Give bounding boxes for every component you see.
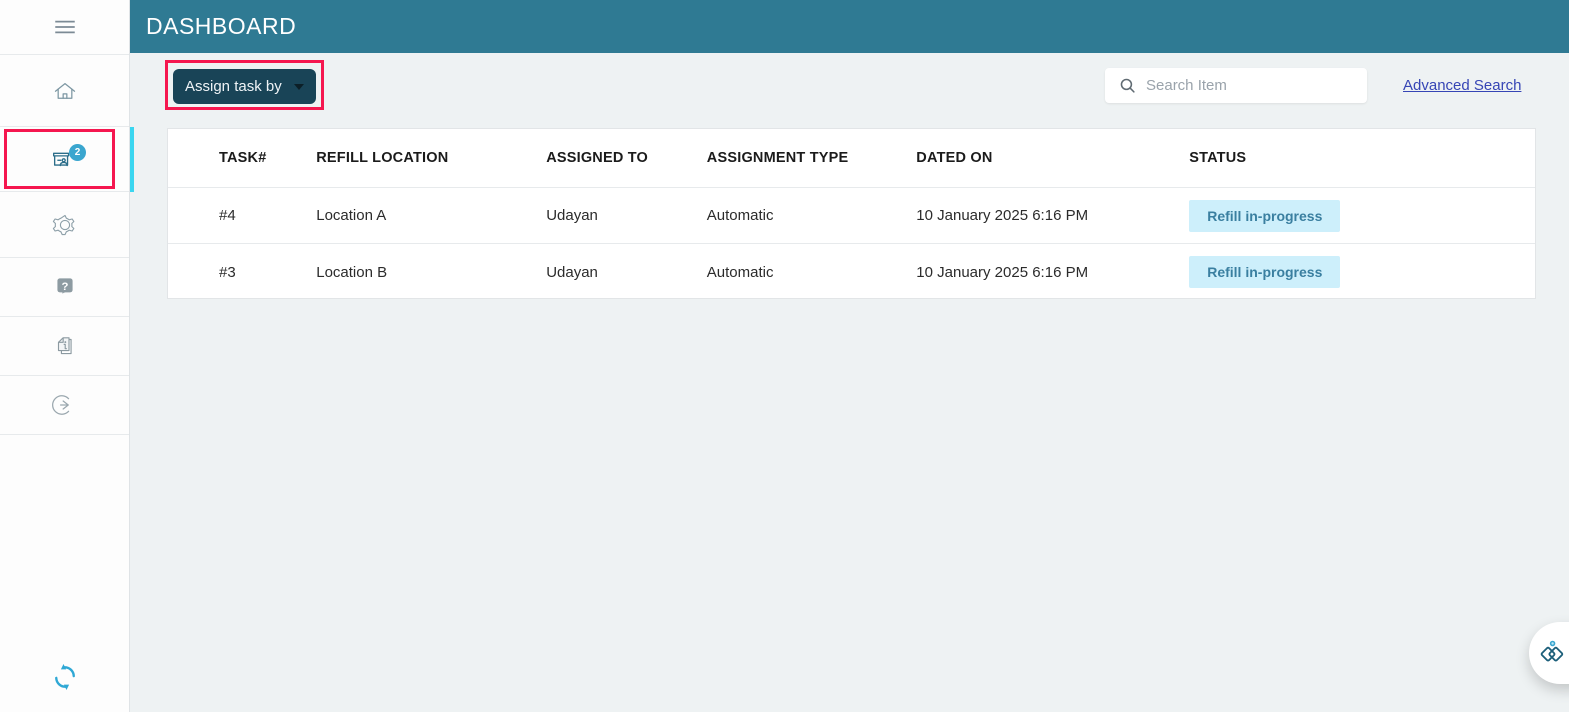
svg-text:?: ?	[61, 281, 68, 293]
